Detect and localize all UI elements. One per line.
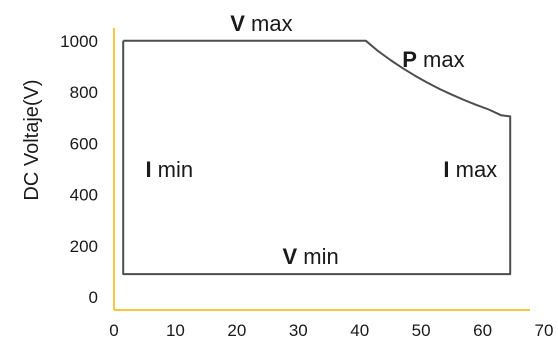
x-tick-label: 0 (109, 321, 118, 339)
x-tick-labels: 0 10 20 30 40 50 60 70 (109, 321, 553, 339)
axes (113, 28, 530, 311)
x-tick-label: 20 (227, 321, 246, 339)
y-tick-label: 600 (70, 134, 98, 153)
annotation-p-max: P max (402, 47, 464, 72)
annotation-v-min: V min (282, 244, 338, 269)
x-tick-label: 40 (350, 321, 369, 339)
x-tick-label: 30 (289, 321, 308, 339)
annotation-i-min: I min (145, 157, 193, 182)
series-group (122, 39, 512, 276)
operating-envelope-line (122, 39, 512, 276)
x-tick-label: 60 (473, 321, 492, 339)
y-tick-label: 0 (89, 288, 98, 307)
y-tick-label: 1000 (60, 32, 98, 51)
annotation-v-max: V max (230, 11, 292, 36)
x-tick-label: 70 (535, 321, 554, 339)
y-axis-label: DC Voltaje(V) (21, 79, 43, 200)
region-annotations: V max P max I min I max V min (145, 11, 497, 269)
annotation-i-max: I max (443, 157, 497, 182)
y-tick-label: 400 (70, 186, 98, 205)
x-tick-label: 10 (166, 321, 185, 339)
y-tick-labels: 0 200 400 600 800 1000 (60, 32, 98, 307)
y-tick-label: 800 (70, 83, 98, 102)
x-tick-label: 50 (412, 321, 431, 339)
y-tick-label: 200 (70, 237, 98, 256)
